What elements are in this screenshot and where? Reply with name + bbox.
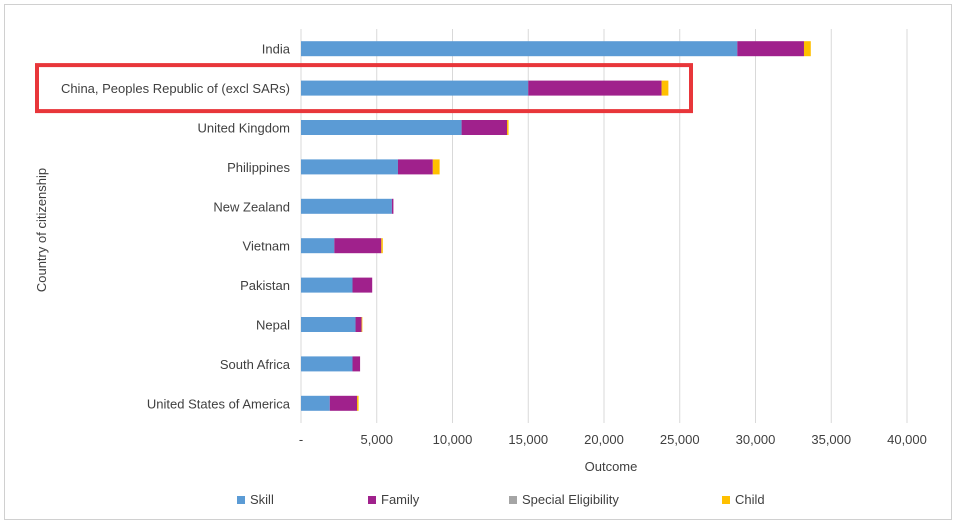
bar-family-nepal — [355, 317, 362, 332]
bar-skill-india — [301, 41, 738, 57]
bar-skill-vietnam — [301, 238, 335, 254]
bar-skill-south-africa — [301, 356, 353, 372]
bar-child-philippines — [432, 159, 440, 175]
bar-skill-nepal — [301, 317, 356, 332]
category-labels: India China, Peoples Republic of (excl SA… — [61, 42, 291, 412]
x-tick-label: - — [299, 432, 303, 447]
y-axis-title: Country of citizenship — [34, 168, 49, 292]
x-tick-label: 15,000 — [508, 432, 548, 447]
bar-family-vietnam — [334, 238, 382, 254]
legend-label: Family — [381, 492, 420, 507]
bar-skill-china-peoples-republic-of-excl-sars — [301, 80, 529, 96]
x-tick-labels: - 5,000 10,000 15,000 20,000 25,000 30,000 35,0… — [299, 432, 927, 447]
bar-family-china-peoples-republic-of-excl-sars — [528, 80, 662, 96]
bar-family-united-kingdom — [461, 120, 508, 135]
x-tick-label: 30,000 — [736, 432, 776, 447]
bar-family-india — [737, 41, 804, 57]
category-label: Pakistan — [240, 278, 290, 293]
bar-skill-pakistan — [301, 277, 353, 293]
category-label: India — [262, 42, 291, 57]
bar-skill-new-zealand — [301, 198, 392, 214]
bar-skill-united-kingdom — [301, 120, 462, 135]
bar-child-vietnam — [381, 238, 383, 254]
legend-swatch-child — [722, 496, 730, 504]
bar-child-united-states-of-america — [357, 395, 359, 411]
bar-family-pakistan — [352, 277, 373, 293]
bar-family-new-zealand — [391, 198, 394, 214]
bar-family-united-states-of-america — [329, 395, 358, 411]
bar-skill-philippines — [301, 159, 398, 175]
legend-swatch-skill — [237, 496, 245, 504]
bar-child-india — [803, 41, 811, 57]
x-tick-label: 5,000 — [360, 432, 393, 447]
legend-swatch-family — [368, 496, 376, 504]
bar-skill-united-states-of-america — [301, 395, 330, 411]
bar-family-philippines — [397, 159, 433, 175]
legend-swatch-special-eligibility — [509, 496, 517, 504]
x-tick-label: 20,000 — [584, 432, 624, 447]
category-label: Philippines — [227, 160, 290, 175]
x-tick-label: 25,000 — [660, 432, 700, 447]
chart-frame: India China, Peoples Republic of (excl SA… — [4, 4, 952, 520]
category-label: United States of America — [147, 396, 291, 411]
category-label: Vietnam — [243, 239, 290, 254]
highlight-box — [35, 63, 693, 114]
x-tick-label: 10,000 — [433, 432, 473, 447]
category-label: New Zealand — [213, 199, 290, 214]
bar-child-china-peoples-republic-of-excl-sars — [661, 80, 669, 96]
x-axis-title: Outcome — [585, 459, 638, 474]
x-tick-label: 40,000 — [887, 432, 927, 447]
bar-child-nepal — [361, 317, 363, 332]
legend-label: Child — [735, 492, 765, 507]
category-label: Nepal — [256, 318, 290, 333]
category-label: South Africa — [220, 357, 291, 372]
category-label: China, Peoples Republic of (excl SARs) — [61, 81, 290, 96]
legend: Skill Family Special Eligibility Child — [237, 492, 765, 507]
category-label: United Kingdom — [198, 121, 291, 136]
legend-label: Skill — [250, 492, 274, 507]
bar-child-united-kingdom — [507, 120, 509, 135]
bars — [301, 41, 811, 411]
x-tick-label: 35,000 — [811, 432, 851, 447]
legend-label: Special Eligibility — [522, 492, 619, 507]
bar-family-south-africa — [352, 356, 361, 372]
stacked-bar-chart: India China, Peoples Republic of (excl SA… — [34, 29, 927, 507]
